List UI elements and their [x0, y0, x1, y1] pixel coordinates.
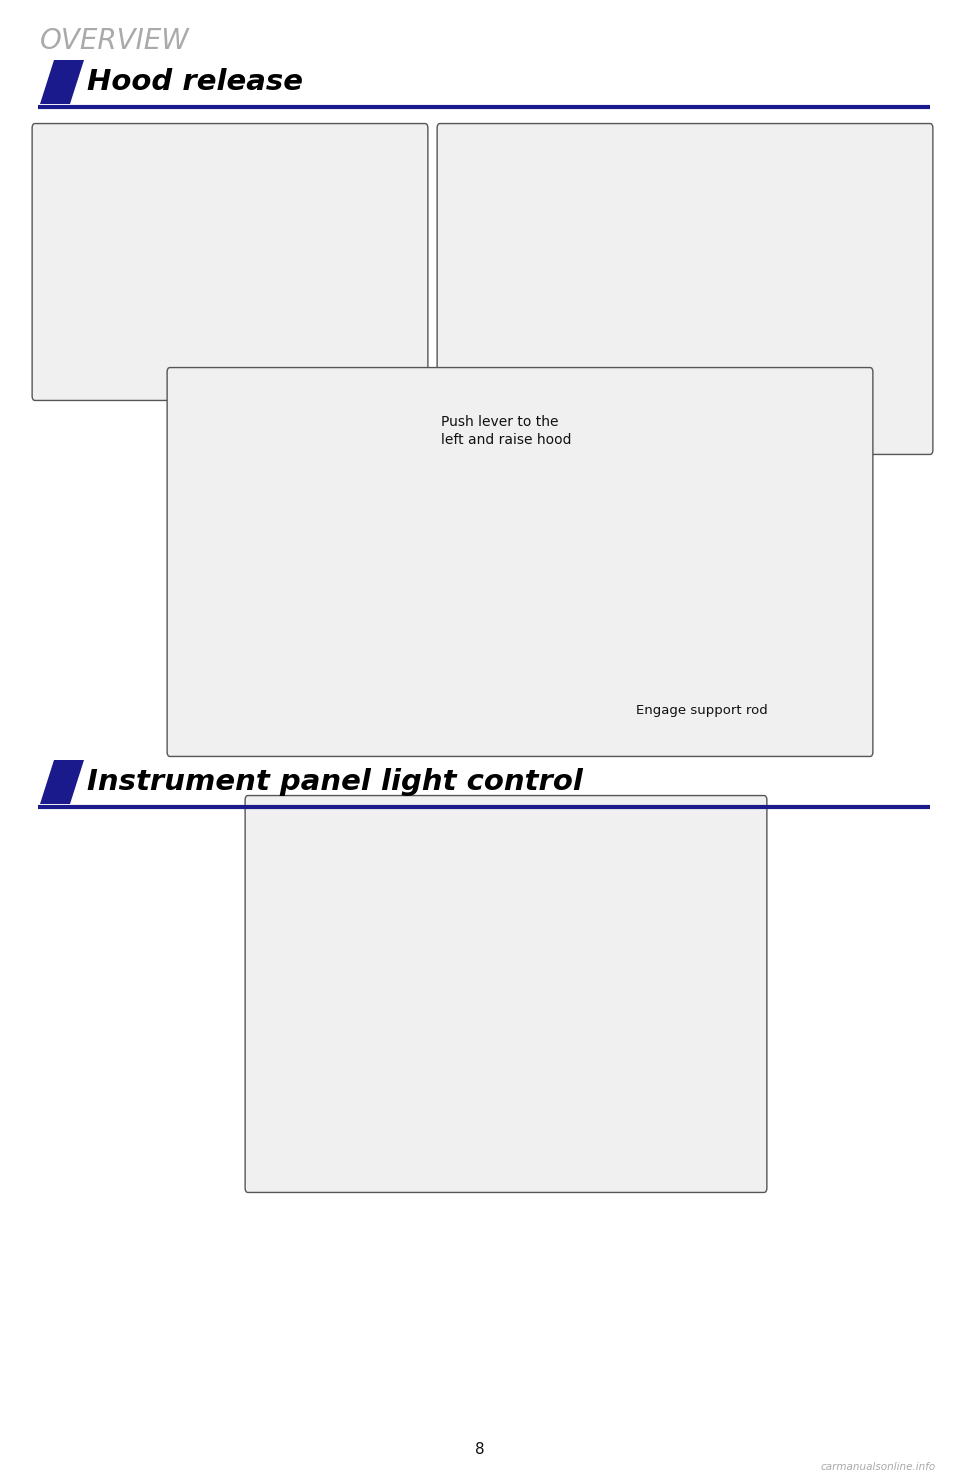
Text: Instrument panel light control: Instrument panel light control: [87, 769, 583, 795]
Text: OVERVIEW: OVERVIEW: [40, 27, 190, 55]
Text: carmanualsonline.info: carmanualsonline.info: [821, 1462, 936, 1472]
Text: Push lever to the
left and raise hood: Push lever to the left and raise hood: [441, 416, 571, 447]
Polygon shape: [40, 760, 84, 804]
FancyBboxPatch shape: [437, 123, 933, 454]
FancyBboxPatch shape: [32, 123, 428, 401]
Text: Hood release: Hood release: [87, 68, 303, 96]
FancyBboxPatch shape: [167, 368, 873, 757]
Text: Engage support rod: Engage support rod: [636, 703, 768, 717]
Text: 8: 8: [475, 1442, 485, 1457]
FancyBboxPatch shape: [245, 795, 767, 1193]
Polygon shape: [40, 59, 84, 104]
